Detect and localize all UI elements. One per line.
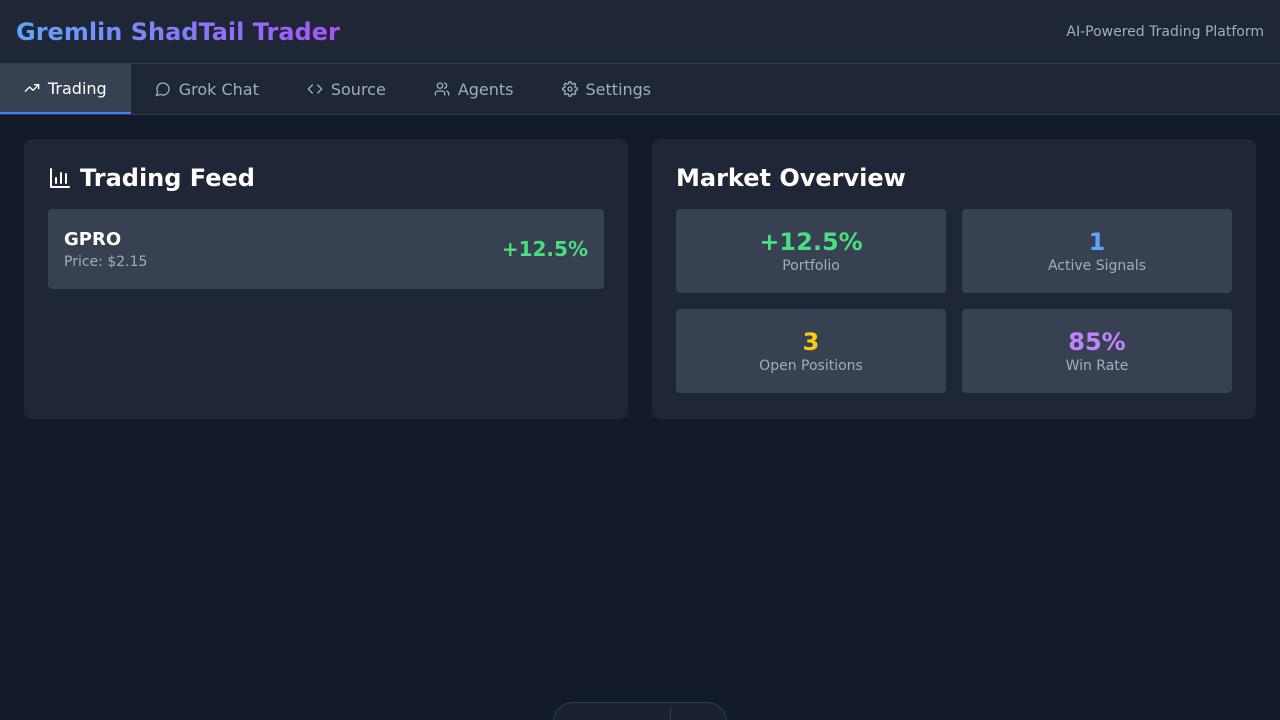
stat-value: 1 [1088,228,1106,256]
trending-up-icon [24,84,40,92]
stat-value: 3 [802,328,820,356]
code-icon [307,84,323,94]
users-icon [434,82,450,96]
stat-value: +12.5% [759,228,863,256]
app-title: Gremlin ShadTail Trader [16,17,340,46]
feed-item[interactable]: GPRO Price: $2.15 +12.5% [48,209,604,289]
tab-bar: Trading Grok Chat Source Agents Settings [0,64,1280,115]
tab-trading[interactable]: Trading [0,64,131,114]
gear-icon[interactable] [689,714,705,720]
main-content: Trading Feed GPRO Price: $2.15 +12.5% Ma… [0,115,1280,443]
feed-item-change: +12.5% [501,237,588,261]
stat-label: Active Signals [1047,258,1147,274]
stat-label: Portfolio [782,258,840,274]
market-overview-card: Market Overview +12.5% Portfolio 1 Activ… [652,139,1256,419]
tab-label: Agents [457,79,514,99]
toolbar-divider [670,707,671,720]
tab-label: Settings [585,79,652,99]
market-overview-title: Market Overview [676,164,906,192]
stat-win-rate: 85% Win Rate [962,309,1232,393]
feed-item-price: Price: $2.15 [64,253,148,270]
pointer-icon[interactable] [568,714,584,720]
app-tagline: AI-Powered Trading Platform [1066,23,1264,40]
feed-item-info: GPRO Price: $2.15 [64,229,147,270]
stat-active-signals: 1 Active Signals [962,209,1232,293]
gear-icon [561,81,578,97]
stat-portfolio: +12.5% Portfolio [676,209,946,293]
chat-bubble-icon [155,82,170,97]
tab-label: Trading [48,78,107,98]
hand-icon[interactable] [602,714,618,720]
stat-label: Win Rate [1065,358,1129,374]
floating-toolbar [553,702,727,720]
tab-grok-chat[interactable]: Grok Chat [131,64,283,114]
tab-agents[interactable]: Agents [410,64,538,114]
feed-item-symbol: GPRO [64,228,122,250]
stat-label: Open Positions [759,358,863,374]
tab-label: Grok Chat [178,79,259,99]
stats-grid: +12.5% Portfolio 1 Active Signals 3 Open… [676,209,1232,393]
tab-source[interactable]: Source [283,64,410,114]
stat-value: 85% [1068,328,1126,356]
menu-icon[interactable] [636,714,652,720]
stat-open-positions: 3 Open Positions [676,309,946,393]
app-header: Gremlin ShadTail Trader AI-Powered Tradi… [0,0,1280,64]
tab-label: Source [330,79,386,99]
tab-settings[interactable]: Settings [538,64,676,114]
trading-feed-card: Trading Feed GPRO Price: $2.15 +12.5% [24,139,628,419]
market-overview-heading: Market Overview [676,163,1232,193]
trading-feed-title: Trading Feed [80,164,255,192]
bar-chart-icon [50,168,70,188]
trading-feed-heading: Trading Feed [48,163,604,193]
